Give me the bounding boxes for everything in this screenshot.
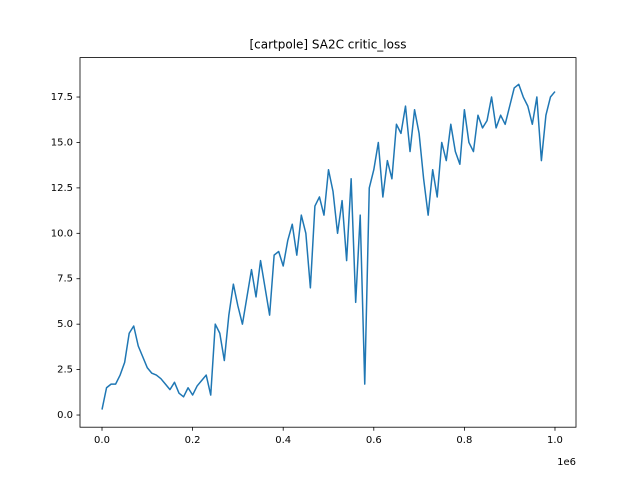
y-tick-label: 17.5 <box>51 92 73 103</box>
chart-title: [cartpole] SA2C critic_loss <box>249 38 406 52</box>
y-tick-label: 15.0 <box>51 137 73 148</box>
y-tick-label: 7.5 <box>57 274 73 285</box>
y-tick-label: 5.0 <box>57 319 73 330</box>
y-tick-label: 12.5 <box>51 183 73 194</box>
x-tick-label: 0.0 <box>94 435 110 446</box>
x-tick-label: 0.6 <box>366 435 382 446</box>
x-tick-label: 1.0 <box>547 435 563 446</box>
x-tick-label: 0.8 <box>456 435 472 446</box>
y-tick-label: 2.5 <box>57 365 73 376</box>
x-tick-label: 0.2 <box>185 435 201 446</box>
axes-frame <box>79 57 577 428</box>
y-tick-label: 0.0 <box>57 410 73 421</box>
x-tick-label: 0.4 <box>275 435 291 446</box>
x-offset-label: 1e6 <box>557 457 576 468</box>
y-tick-label: 10.0 <box>51 228 73 239</box>
data-line <box>101 83 556 410</box>
